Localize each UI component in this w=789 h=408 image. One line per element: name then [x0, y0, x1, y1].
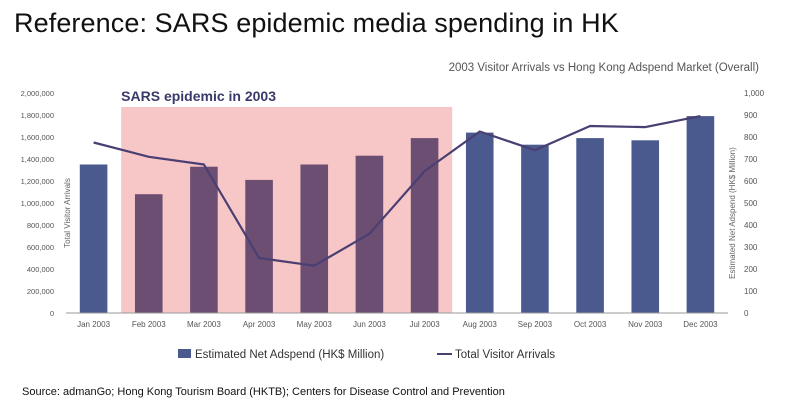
visitor-arrivals-line — [93, 115, 701, 267]
adspend-bar — [190, 166, 218, 313]
adspend-bar — [576, 138, 604, 313]
page-title: Reference: SARS epidemic media spending … — [14, 8, 619, 38]
left-tick-label: 800,000 — [27, 221, 54, 230]
left-axis-label: Total Visitor Arrivals — [63, 178, 72, 248]
x-tick-label: May 2003 — [297, 320, 333, 329]
x-axis-ticks: Jan 2003 Feb 2003 Mar 2003 Apr 2003 May 2003… — [77, 320, 718, 329]
right-tick-label: 100 — [744, 287, 758, 296]
adspend-bar — [465, 132, 494, 313]
chart-title: 2003 Visitor Arrivals vs Hong Kong Adspe… — [449, 62, 760, 74]
sars-highlight-region — [121, 107, 453, 313]
right-tick-label: 600 — [744, 177, 758, 186]
legend-line-label: Total Visitor Arrivals — [455, 349, 555, 361]
left-tick-label: 2,000,000 — [21, 89, 54, 98]
left-axis-ticks: 0 200,000 400,000 600,000 800,000 1,000,000 1,… — [21, 89, 54, 318]
x-tick-label: Jan 2003 — [77, 320, 110, 329]
right-tick-label: 300 — [744, 243, 758, 252]
left-tick-label: 0 — [50, 309, 54, 318]
left-tick-label: 200,000 — [27, 287, 54, 296]
right-tick-label: 200 — [744, 265, 758, 274]
x-tick-label: Apr 2003 — [243, 320, 276, 329]
sars-annotation: SARS epidemic in 2003 — [121, 88, 276, 104]
right-axis-label: Estimated Net Adspend (HK$ Million) — [728, 147, 737, 279]
left-tick-label: 1,600,000 — [21, 133, 54, 142]
right-tick-label: 900 — [744, 111, 758, 120]
adspend-bar — [631, 140, 660, 313]
left-tick-label: 400,000 — [27, 265, 54, 274]
adspend-bar — [79, 164, 108, 313]
x-tick-label: Sep 2003 — [518, 320, 553, 329]
right-tick-label: 500 — [744, 199, 758, 208]
x-tick-label: Mar 2003 — [187, 320, 221, 329]
right-axis-ticks: 0 100 200 300 400 500 600 700 800 900 1,000 — [744, 89, 765, 318]
x-tick-label: Feb 2003 — [132, 320, 166, 329]
right-tick-label: 400 — [744, 221, 758, 230]
x-tick-label: Dec 2003 — [683, 320, 718, 329]
right-tick-label: 0 — [744, 309, 749, 318]
adspend-bar — [521, 144, 549, 313]
adspend-bar — [245, 179, 273, 313]
left-tick-label: 1,000,000 — [21, 199, 54, 208]
adspend-bars — [79, 116, 715, 313]
left-tick-label: 1,200,000 — [21, 177, 54, 186]
right-tick-label: 1,000 — [744, 89, 765, 98]
x-tick-label: Aug 2003 — [463, 320, 498, 329]
left-tick-label: 1,800,000 — [21, 111, 54, 120]
adspend-bar — [300, 164, 329, 313]
right-tick-label: 800 — [744, 133, 758, 142]
left-tick-label: 600,000 — [27, 243, 54, 252]
x-tick-label: Jul 2003 — [409, 320, 440, 329]
x-tick-label: Nov 2003 — [628, 320, 663, 329]
left-tick-label: 1,400,000 — [21, 155, 54, 164]
legend: Estimated Net Adspend (HK$ Million) Tota… — [178, 349, 555, 361]
adspend-bar — [410, 138, 439, 313]
adspend-bar — [134, 194, 163, 313]
x-tick-label: Jun 2003 — [353, 320, 386, 329]
x-tick-label: Oct 2003 — [574, 320, 607, 329]
legend-bar-label: Estimated Net Adspend (HK$ Million) — [195, 349, 384, 361]
adspend-bar — [686, 116, 715, 313]
right-tick-label: 700 — [744, 155, 758, 164]
legend-bar-swatch — [178, 349, 191, 358]
source-note: Source: admanGo; Hong Kong Tourism Board… — [22, 386, 505, 398]
